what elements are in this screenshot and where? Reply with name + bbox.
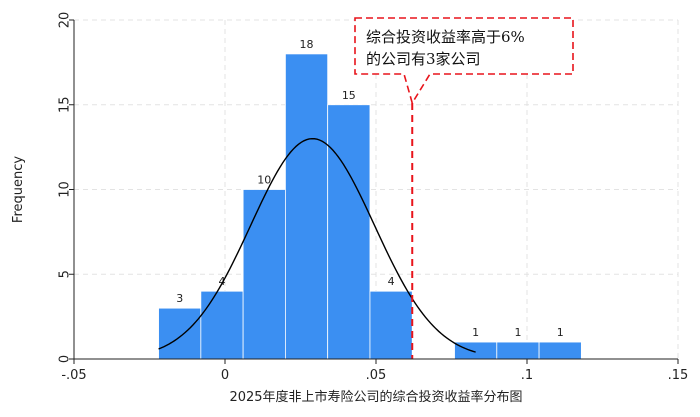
bar-count-label: 15 (342, 89, 356, 102)
histogram-bar (496, 341, 540, 360)
bar-count-label: 1 (557, 326, 564, 339)
bar-count-label: 4 (218, 275, 225, 288)
bar-count-label: 4 (388, 275, 395, 288)
callout-box (354, 17, 574, 105)
bar-count-label: 3 (176, 292, 183, 305)
x-tick-label: .05 (366, 368, 387, 383)
histogram-bar (158, 307, 202, 360)
bar-count-label: 1 (514, 326, 521, 339)
x-tick-label: -.05 (61, 368, 86, 383)
x-axis-title: 2025年度非上市寿险公司的综合投资收益率分布图 (229, 389, 522, 405)
y-tick-label: 5 (58, 270, 73, 278)
normal-density-curve (158, 137, 476, 353)
x-axis-ticks: -.05 0 .05 .1 .15 (61, 359, 688, 383)
x-tick-label: .15 (668, 368, 689, 383)
annotation-callout: 综合投资收益率高于6% 的公司有3家公司 (354, 17, 574, 105)
y-tick-label: 10 (58, 181, 73, 198)
bar-count-labels: 3 4 10 18 15 4 1 1 1 (176, 38, 564, 339)
histogram-bar (369, 290, 413, 360)
y-axis-title: Frequency (11, 156, 26, 223)
x-tick-label: 0 (221, 368, 229, 383)
bar-count-label: 10 (257, 174, 271, 187)
x-tick-label: .1 (521, 368, 533, 383)
histogram-bar (454, 341, 498, 360)
histogram-bar (284, 53, 329, 360)
callout-text-line-1: 综合投资收益率高于6% (366, 28, 525, 46)
histogram-bar (327, 104, 371, 360)
y-tick-label: 0 (58, 355, 73, 363)
histogram-bar (538, 341, 582, 360)
bar-count-label: 1 (472, 326, 479, 339)
histogram-bars (158, 53, 582, 360)
histogram-bar (200, 290, 244, 360)
callout-text-line-2: 的公司有3家公司 (366, 50, 481, 68)
histogram-bar (242, 189, 286, 360)
y-tick-label: 20 (58, 12, 73, 29)
y-axis-ticks: 0 5 10 15 20 (58, 12, 74, 363)
y-tick-label: 15 (58, 96, 73, 113)
bar-count-label: 18 (300, 38, 314, 51)
